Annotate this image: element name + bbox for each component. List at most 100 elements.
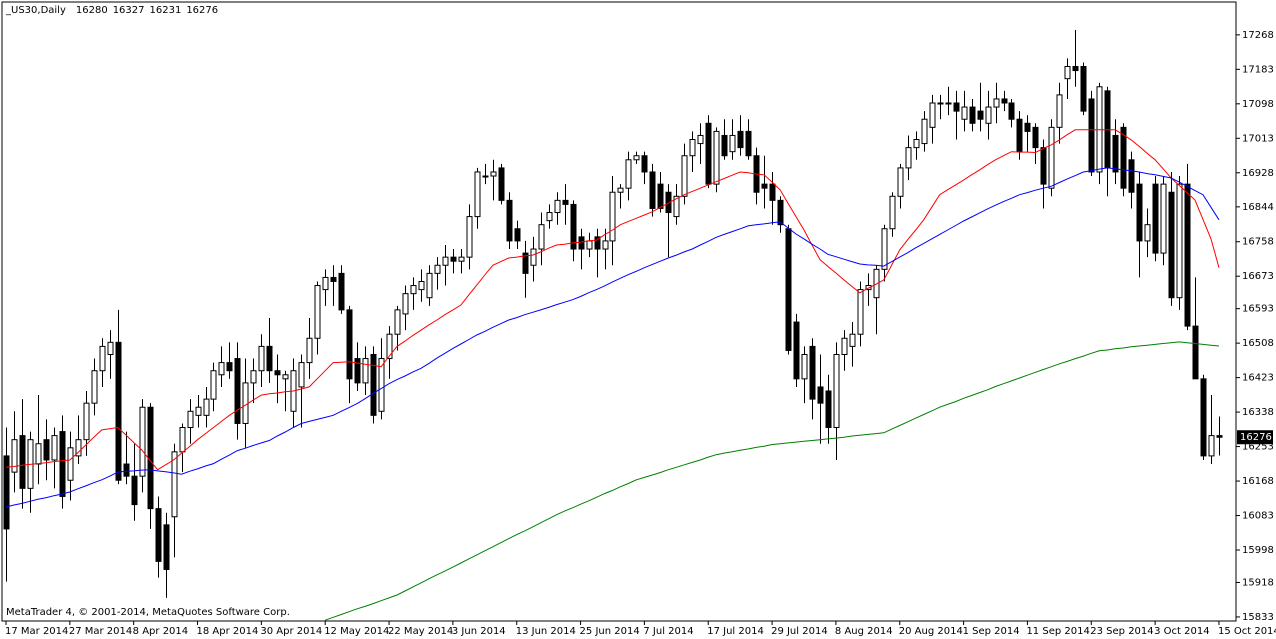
candle-body (51, 435, 58, 461)
candle-body (1152, 183, 1159, 254)
candle-body (386, 333, 393, 360)
candle-body (745, 130, 752, 157)
y-tick-label: 15998 (1242, 545, 1274, 556)
y-tick-label: 17268 (1242, 30, 1274, 41)
candle-body (1032, 126, 1039, 149)
candle-body (19, 435, 26, 489)
candle-body (689, 139, 696, 157)
candle-body (266, 345, 273, 372)
candle-body (1144, 224, 1151, 242)
candle-body (1008, 102, 1015, 120)
candle-body (458, 256, 465, 262)
x-tick-label: 22 May 2014 (388, 626, 453, 637)
y-tick-label: 15833 (1242, 612, 1274, 623)
y-tick-label: 16168 (1242, 476, 1274, 487)
plot (3, 29, 1223, 621)
candle-body (1128, 159, 1135, 193)
candle-body (210, 370, 217, 400)
candle-body (705, 122, 712, 185)
candle-body (59, 431, 66, 497)
candle-body (3, 455, 10, 530)
candle-body (195, 406, 202, 416)
moving-average (5, 167, 1220, 508)
candle-body (993, 98, 1000, 108)
candle-body (338, 272, 345, 311)
candle-body (857, 289, 864, 335)
candle-body (913, 139, 920, 149)
candle-body (1080, 65, 1087, 112)
candle-body (1176, 183, 1183, 299)
candle-body (107, 341, 114, 355)
candle-body (67, 447, 74, 481)
candle-body (179, 427, 186, 453)
candle-body (1056, 94, 1063, 128)
candle-body (43, 439, 50, 461)
candle-body (378, 358, 385, 412)
candle-body (673, 195, 680, 218)
candle-body (945, 102, 952, 105)
candle-body (203, 398, 210, 416)
header-open: 16280 (76, 5, 108, 16)
x-tick-label: 15 Oct 2014 (1218, 626, 1276, 637)
x-tick-label: 11 Sep 2014 (1026, 626, 1089, 637)
y-tick-label: 16423 (1242, 373, 1274, 384)
candle-body (737, 130, 744, 149)
candle-body (1200, 378, 1207, 457)
candle-body (713, 130, 720, 185)
symbol-title: _US30,Daily (5, 5, 66, 16)
candle-body (282, 374, 289, 380)
candle-body (171, 451, 178, 518)
candle-body (354, 358, 361, 384)
candle-body (961, 106, 968, 120)
candle-body (793, 321, 800, 380)
candle-body (1088, 98, 1095, 173)
candle-body (841, 337, 848, 355)
candle-body (578, 236, 585, 250)
candle-body (258, 345, 265, 372)
candle-body (665, 191, 672, 214)
candle-body (250, 370, 257, 384)
candle-body (530, 248, 537, 266)
candle-body (434, 264, 441, 274)
candle-body (801, 353, 808, 380)
x-tick-label: 29 Jul 2014 (771, 626, 828, 637)
candle-body (234, 358, 241, 424)
x-tick-label: 8 Apr 2014 (133, 626, 188, 637)
price-box (1237, 430, 1273, 445)
candle-body (657, 183, 664, 209)
y-tick-label: 17098 (1242, 99, 1274, 110)
candle-body (99, 345, 106, 372)
candle-body (817, 386, 824, 404)
x-tick-label: 12 May 2014 (324, 626, 389, 637)
candle-body (402, 293, 409, 315)
candle-body (1016, 118, 1023, 153)
candle-body (1024, 122, 1031, 132)
candle-body (466, 216, 473, 258)
y-tick-label: 16253 (1242, 442, 1274, 453)
candle-body (921, 118, 928, 145)
price-label: 16276 (1240, 432, 1272, 443)
candle-body (410, 285, 417, 295)
candle-body (602, 240, 609, 250)
candle-body (985, 106, 992, 124)
candle-body (370, 353, 377, 416)
candle-body (681, 155, 688, 197)
candle-body (418, 280, 425, 291)
candle-body (1001, 98, 1008, 104)
candle-body (514, 228, 521, 242)
candle-body (482, 175, 489, 178)
x-tick-label: 17 Jul 2014 (707, 626, 764, 637)
candle-body (1120, 126, 1127, 189)
candle-body (1112, 134, 1119, 173)
candle-body (825, 390, 832, 429)
y-tick-label: 16593 (1242, 304, 1274, 315)
candle-body (75, 439, 82, 457)
candle-body (490, 171, 497, 177)
candle-body (163, 524, 170, 570)
candle-body (937, 102, 944, 105)
candle-body (426, 272, 433, 299)
x-tick-label: 18 Apr 2014 (197, 626, 259, 637)
candle-body (139, 406, 146, 477)
x-tick-label: 30 Apr 2014 (260, 626, 322, 637)
candle-body (187, 410, 194, 429)
